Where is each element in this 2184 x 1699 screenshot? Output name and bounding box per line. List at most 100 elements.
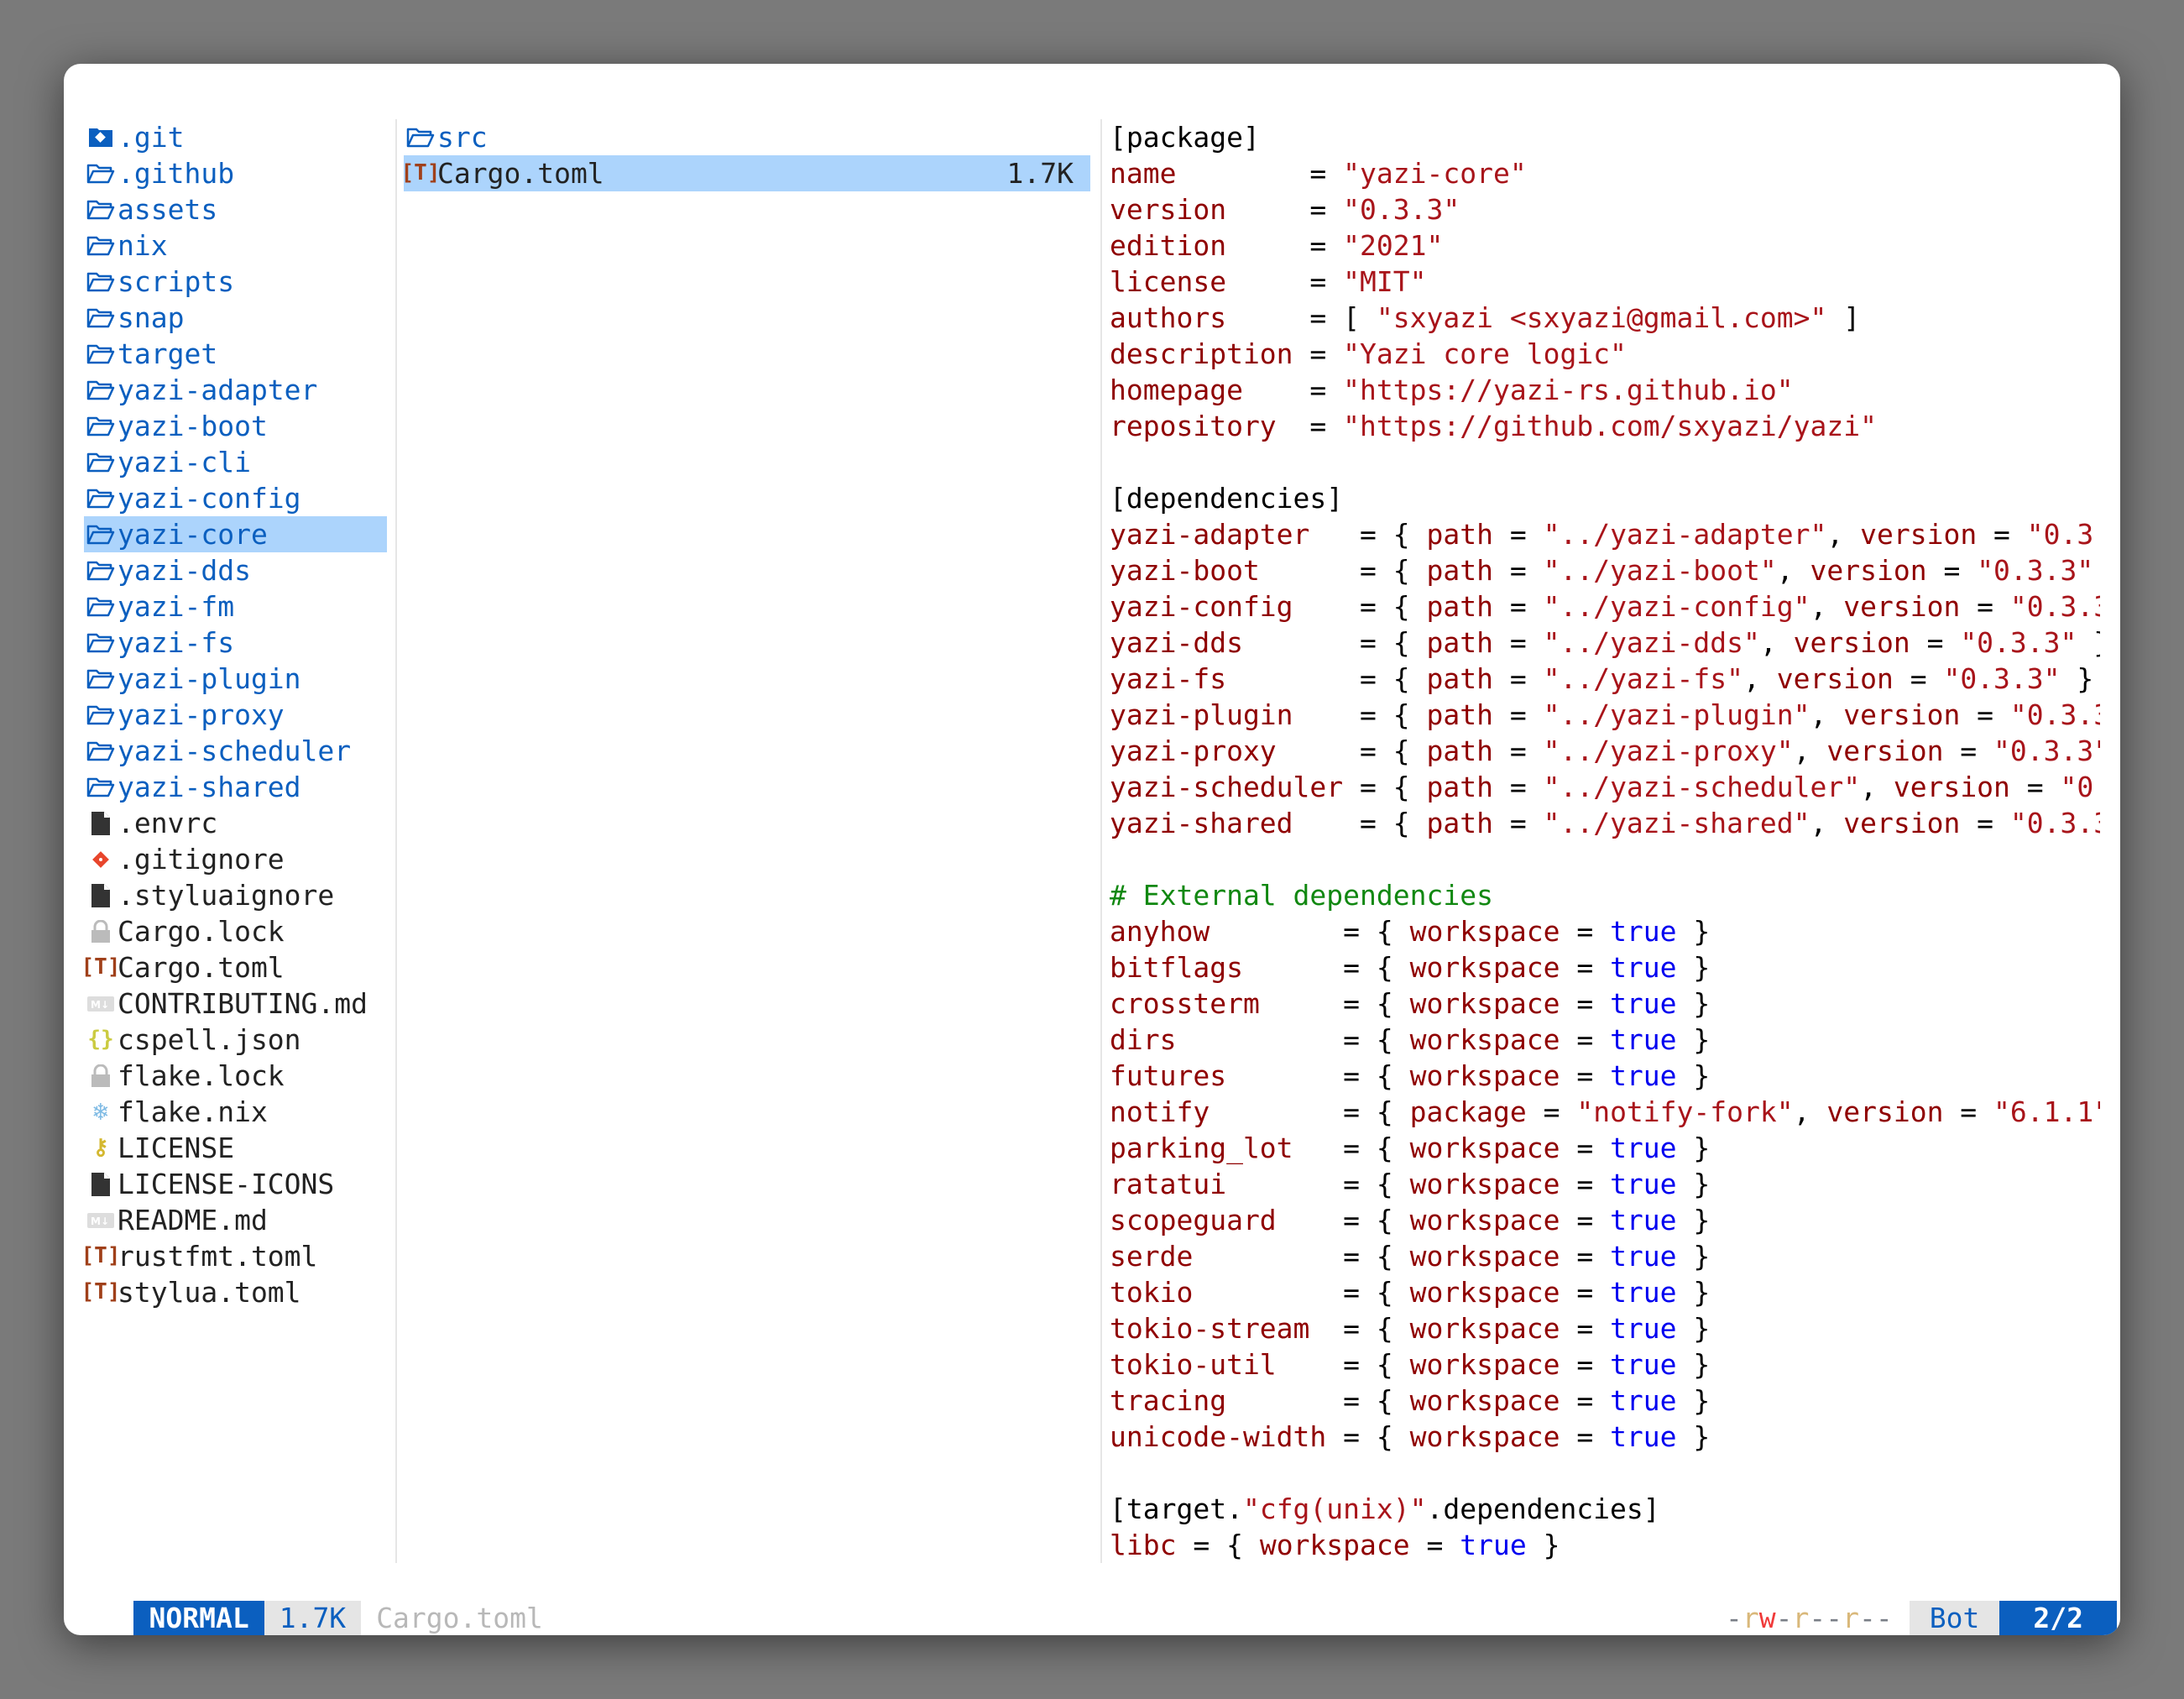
code-token: workspace bbox=[1409, 1059, 1560, 1092]
code-token: serde bbox=[1110, 1240, 1344, 1273]
code-token: true bbox=[1610, 1420, 1677, 1453]
preview-line: notify = { package = "notify-fork", vers… bbox=[1110, 1094, 2100, 1130]
file-item[interactable]: ⚷ LICENSE bbox=[84, 1130, 387, 1166]
file-item[interactable]: M↓ README.md bbox=[84, 1202, 387, 1238]
code-token: ratatui bbox=[1110, 1168, 1344, 1200]
code-token: "../yazi-adapter" bbox=[1543, 518, 1827, 551]
directory-item[interactable]: yazi-scheduler bbox=[84, 733, 387, 769]
directory-item[interactable]: yazi-dds bbox=[84, 552, 387, 588]
code-token: = { bbox=[1360, 698, 1427, 731]
code-token: = { bbox=[1343, 1059, 1410, 1092]
file-item[interactable]: [T] Cargo.toml 1.7K bbox=[404, 155, 1090, 191]
file-item[interactable]: ❄ flake.nix bbox=[84, 1094, 387, 1130]
current-directory-pane[interactable]: src [T] Cargo.toml 1.7K bbox=[404, 119, 1090, 1563]
item-name: rustfmt.toml bbox=[118, 1240, 318, 1273]
directory-item[interactable]: .git bbox=[84, 119, 387, 155]
file-item[interactable]: {} cspell.json bbox=[84, 1022, 387, 1058]
code-token: = bbox=[1492, 734, 1544, 767]
directory-item[interactable]: src bbox=[404, 119, 1090, 155]
directory-item[interactable]: nix bbox=[84, 227, 387, 264]
file-item[interactable]: .styluaignore bbox=[84, 877, 387, 913]
code-token: workspace bbox=[1409, 951, 1560, 984]
preview-line: version = "0.3.3" bbox=[1110, 191, 2100, 227]
file-item[interactable]: .envrc bbox=[84, 805, 387, 841]
code-token: = { bbox=[1343, 1168, 1410, 1200]
preview-line: [package] bbox=[1110, 119, 2100, 155]
file-item[interactable]: M↓ CONTRIBUTING.md bbox=[84, 985, 387, 1022]
folder-icon bbox=[84, 227, 118, 264]
toml-icon: [T] bbox=[84, 954, 121, 980]
code-token: bitflags bbox=[1110, 951, 1344, 984]
hovered-filename: Cargo.toml bbox=[376, 1602, 543, 1634]
code-token: version bbox=[1826, 734, 1944, 767]
directory-item[interactable]: yazi-adapter bbox=[84, 372, 387, 408]
directory-item[interactable]: yazi-core bbox=[84, 516, 387, 552]
preview-line: serde = { workspace = true } bbox=[1110, 1238, 2100, 1274]
code-token: path bbox=[1426, 554, 1493, 587]
directory-item[interactable]: assets bbox=[84, 191, 387, 227]
directory-item[interactable]: yazi-config bbox=[84, 480, 387, 516]
item-name: LICENSE-ICONS bbox=[118, 1168, 335, 1200]
directory-item[interactable]: yazi-fs bbox=[84, 625, 387, 661]
code-token: workspace bbox=[1409, 1348, 1560, 1381]
permission-char: - bbox=[1775, 1602, 1793, 1634]
code-token: dirs bbox=[1110, 1023, 1344, 1056]
file-item[interactable]: flake.lock bbox=[84, 1058, 387, 1094]
directory-item[interactable]: .github bbox=[84, 155, 387, 191]
code-token: true bbox=[1610, 1312, 1677, 1345]
directory-item[interactable]: yazi-shared bbox=[84, 769, 387, 805]
directory-item[interactable]: target bbox=[84, 336, 387, 372]
code-token: } bbox=[2093, 554, 2100, 587]
json-icon: {} bbox=[87, 1027, 114, 1052]
code-token: path bbox=[1426, 698, 1493, 731]
code-token: workspace bbox=[1409, 1276, 1560, 1309]
file-permissions: -rw-r--r-- bbox=[1726, 1601, 1893, 1635]
preview-line: libc = { workspace = true } bbox=[1110, 1527, 2100, 1563]
directory-item[interactable]: yazi-plugin bbox=[84, 661, 387, 697]
code-token: = bbox=[1560, 1023, 1611, 1056]
file-item[interactable]: Cargo.lock bbox=[84, 913, 387, 949]
code-token: [dependencies] bbox=[1110, 482, 1344, 515]
code-token: = { bbox=[1343, 1132, 1410, 1164]
code-token: = bbox=[1560, 1420, 1611, 1453]
directory-item[interactable]: yazi-cli bbox=[84, 444, 387, 480]
code-token: = bbox=[1960, 590, 2010, 623]
code-token: [package] bbox=[1110, 121, 1260, 154]
code-token: package bbox=[1409, 1095, 1527, 1128]
code-token: } bbox=[1676, 1420, 1711, 1453]
directory-item[interactable]: yazi-fm bbox=[84, 588, 387, 625]
directory-item[interactable]: scripts bbox=[84, 264, 387, 300]
code-token: tracing bbox=[1110, 1384, 1344, 1417]
code-token: , bbox=[1743, 662, 1777, 695]
file-preview-pane[interactable]: [package] name = "yazi-core" version = "0.… bbox=[1110, 119, 2100, 1563]
item-name: yazi-boot bbox=[118, 410, 268, 442]
parent-directory-pane[interactable]: .git .github assets nix scripts snap target yaz… bbox=[84, 119, 387, 1563]
item-name: yazi-plugin bbox=[118, 662, 301, 695]
folder-icon bbox=[84, 444, 118, 480]
item-name: yazi-fm bbox=[118, 590, 235, 623]
code-token: = bbox=[1309, 157, 1344, 190]
code-token: = bbox=[1926, 554, 1978, 587]
directory-item[interactable]: snap bbox=[84, 300, 387, 336]
item-name: yazi-config bbox=[118, 482, 301, 515]
code-token: "0.3.3" bbox=[2009, 807, 2100, 839]
file-icon bbox=[84, 1166, 118, 1202]
file-item[interactable]: [T] rustfmt.toml bbox=[84, 1238, 387, 1274]
directory-item[interactable]: yazi-boot bbox=[84, 408, 387, 444]
permission-char: r bbox=[1842, 1602, 1860, 1634]
git-folder-icon bbox=[84, 119, 118, 155]
file-item[interactable]: .gitignore bbox=[84, 841, 387, 877]
code-token: true bbox=[1610, 1132, 1677, 1164]
code-token: yazi-fs bbox=[1110, 662, 1361, 695]
code-token: "../yazi-fs" bbox=[1543, 662, 1744, 695]
directory-item[interactable]: yazi-proxy bbox=[84, 697, 387, 733]
code-token: true bbox=[1610, 1384, 1677, 1417]
code-token: version bbox=[1843, 807, 1961, 839]
file-item[interactable]: [T] stylua.toml bbox=[84, 1274, 387, 1310]
file-item[interactable]: [T] Cargo.toml bbox=[84, 949, 387, 985]
file-item[interactable]: LICENSE-ICONS bbox=[84, 1166, 387, 1202]
code-token: = bbox=[1960, 807, 2010, 839]
code-token: edition bbox=[1110, 229, 1310, 262]
folder-icon bbox=[84, 300, 118, 336]
code-token: = bbox=[1309, 374, 1344, 406]
